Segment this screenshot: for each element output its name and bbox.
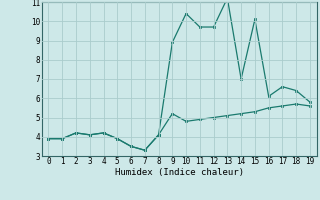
X-axis label: Humidex (Indice chaleur): Humidex (Indice chaleur) — [115, 168, 244, 177]
